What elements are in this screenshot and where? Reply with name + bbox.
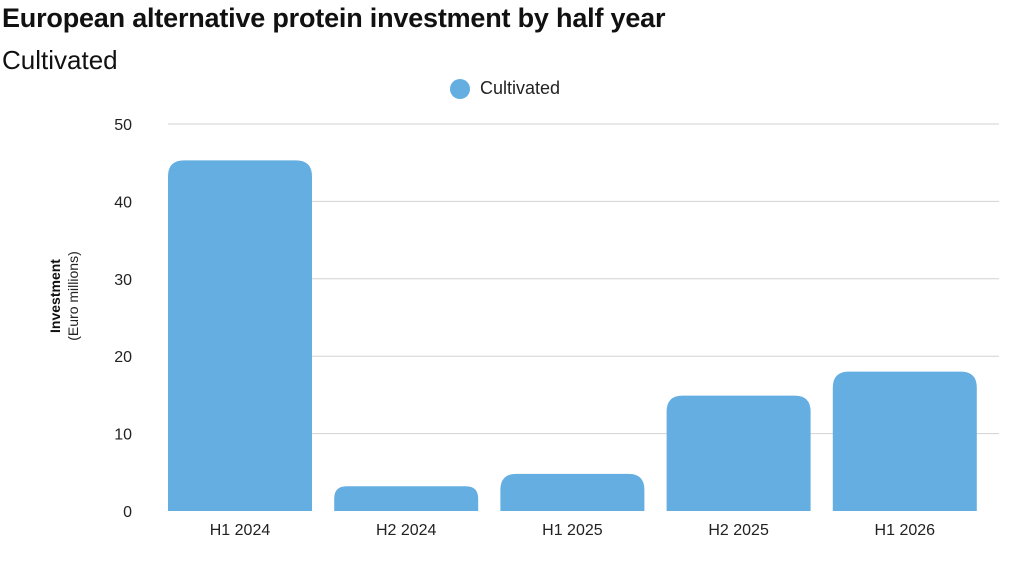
y-tick-label: 30 xyxy=(114,272,132,289)
bars xyxy=(168,160,977,512)
y-tick-label: 10 xyxy=(114,427,132,444)
bar xyxy=(168,160,312,512)
x-axis-ticks: H1 2024 H2 2024 H1 2025 H2 2025 H1 2026 xyxy=(210,522,935,539)
x-tick-label: H2 2025 xyxy=(708,522,769,539)
bar xyxy=(500,473,645,511)
y-tick-label: 50 xyxy=(114,117,132,134)
y-tick-label: 20 xyxy=(114,349,132,366)
bar xyxy=(666,395,811,511)
legend: Cultivated xyxy=(450,78,560,99)
bar xyxy=(334,486,479,511)
x-tick-label: H1 2024 xyxy=(210,522,271,539)
y-axis-title: Investment (Euro millions) xyxy=(47,251,81,340)
x-tick-label: H1 2025 xyxy=(542,522,603,539)
y-axis-unit: (Euro millions) xyxy=(65,251,81,340)
y-tick-label: 0 xyxy=(123,504,132,521)
x-tick-label: H1 2026 xyxy=(875,522,936,539)
legend-label: Cultivated xyxy=(480,78,561,98)
x-tick-label: H2 2024 xyxy=(376,522,437,539)
bar xyxy=(832,371,977,511)
y-axis-ticks: 0 10 20 30 40 50 xyxy=(114,117,132,521)
legend-swatch xyxy=(450,78,470,99)
chart-title: European alternative protein investment … xyxy=(2,3,666,33)
y-tick-label: 40 xyxy=(114,194,132,211)
chart-subtitle: Cultivated xyxy=(2,45,118,75)
y-axis-label: Investment xyxy=(47,259,63,333)
